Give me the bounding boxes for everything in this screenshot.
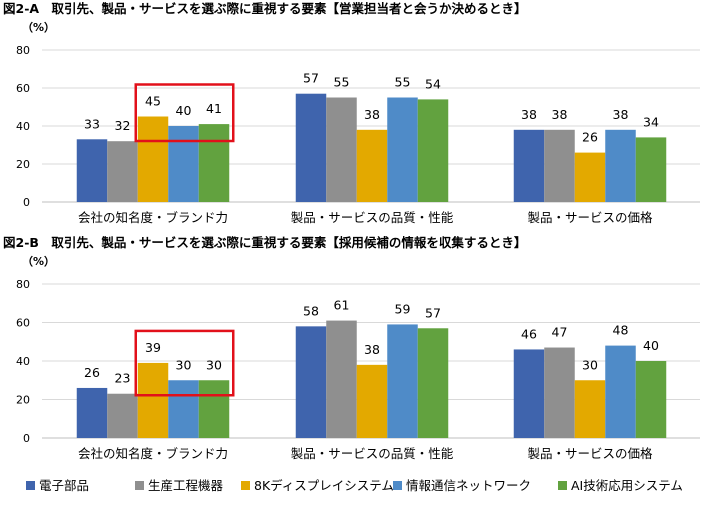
bar bbox=[417, 328, 449, 438]
data-label: 58 bbox=[303, 303, 319, 318]
data-label: 47 bbox=[552, 325, 568, 340]
data-label: 39 bbox=[145, 340, 161, 355]
data-label: 30 bbox=[206, 357, 222, 372]
bar bbox=[168, 380, 199, 438]
data-label: 40 bbox=[643, 338, 659, 353]
bar bbox=[198, 124, 230, 202]
bar bbox=[76, 387, 108, 438]
bar bbox=[513, 129, 545, 202]
bar bbox=[544, 129, 575, 202]
y-tick-label: 60 bbox=[16, 317, 30, 330]
chart-title: 図2-A 取引先、製品・サービスを選ぶ際に重視する要素【営業担当者と会うか決める… bbox=[3, 1, 527, 16]
bar bbox=[76, 139, 108, 202]
bar bbox=[635, 361, 667, 438]
bar bbox=[605, 129, 636, 202]
bar bbox=[635, 137, 667, 202]
legend-item: AI技術応用システム bbox=[571, 478, 683, 493]
bar bbox=[513, 349, 545, 438]
y-tick-label: 80 bbox=[16, 278, 30, 291]
data-label: 55 bbox=[334, 75, 350, 90]
x-category-label: 製品・サービスの価格 bbox=[527, 210, 653, 225]
bar bbox=[326, 320, 357, 438]
data-label: 33 bbox=[84, 116, 100, 131]
bar bbox=[198, 380, 230, 438]
legend-swatch bbox=[241, 481, 250, 490]
data-label: 34 bbox=[643, 114, 659, 129]
bar bbox=[107, 393, 138, 438]
data-label: 57 bbox=[425, 305, 441, 320]
chart-title: 図2-B 取引先、製品・サービスを選ぶ際に重視する要素【採用候補の情報を収集する… bbox=[3, 235, 526, 250]
x-category-label: 会社の知名度・ブランド力 bbox=[78, 210, 228, 225]
y-tick-label: 20 bbox=[16, 158, 30, 171]
data-label: 40 bbox=[176, 103, 192, 118]
highlight-box bbox=[134, 329, 235, 397]
data-label: 61 bbox=[334, 298, 350, 313]
y-tick-label: 60 bbox=[16, 82, 30, 95]
data-label: 38 bbox=[364, 342, 380, 357]
data-label: 41 bbox=[206, 101, 222, 116]
legend-item: 生産工程機器 bbox=[148, 478, 224, 493]
highlight-box bbox=[134, 83, 235, 143]
y-tick-label: 0 bbox=[23, 196, 30, 209]
legend-item: 電子部品 bbox=[39, 478, 89, 493]
data-label: 38 bbox=[613, 107, 629, 122]
data-label: 48 bbox=[613, 323, 629, 338]
y-unit-label: （%） bbox=[22, 21, 55, 34]
y-tick-label: 40 bbox=[16, 120, 30, 133]
legend-swatch bbox=[135, 481, 144, 490]
data-label: 32 bbox=[115, 118, 131, 133]
data-label: 26 bbox=[84, 365, 100, 380]
data-label: 54 bbox=[425, 76, 441, 91]
data-label: 57 bbox=[303, 71, 319, 86]
bar bbox=[295, 93, 327, 202]
x-category-label: 製品・サービスの品質・性能 bbox=[291, 446, 454, 461]
bar bbox=[356, 129, 388, 202]
y-tick-label: 40 bbox=[16, 355, 30, 368]
x-category-label: 製品・サービスの価格 bbox=[527, 446, 653, 461]
x-category-label: 製品・サービスの品質・性能 bbox=[291, 210, 454, 225]
data-label: 30 bbox=[176, 357, 192, 372]
data-label: 38 bbox=[552, 107, 568, 122]
data-label: 30 bbox=[582, 357, 598, 372]
y-tick-label: 80 bbox=[16, 44, 30, 57]
bar bbox=[574, 380, 606, 438]
y-tick-label: 0 bbox=[23, 432, 30, 445]
bar bbox=[326, 97, 357, 202]
bar bbox=[295, 326, 327, 438]
bar bbox=[605, 345, 636, 438]
bar bbox=[168, 126, 199, 202]
legend-item: 情報通信ネットワーク bbox=[406, 478, 531, 493]
data-label: 38 bbox=[364, 107, 380, 122]
legend-swatch bbox=[26, 481, 35, 490]
bar bbox=[356, 364, 388, 438]
bar bbox=[574, 152, 606, 202]
legend-swatch bbox=[558, 481, 567, 490]
data-label: 55 bbox=[395, 75, 411, 90]
x-category-label: 会社の知名度・ブランド力 bbox=[78, 446, 228, 461]
bar bbox=[107, 141, 138, 202]
data-label: 59 bbox=[395, 301, 411, 316]
bar bbox=[137, 116, 169, 202]
bar bbox=[137, 362, 169, 438]
data-label: 26 bbox=[582, 130, 598, 145]
data-label: 38 bbox=[521, 107, 537, 122]
y-tick-label: 20 bbox=[16, 394, 30, 407]
data-label: 45 bbox=[145, 94, 161, 109]
legend-swatch bbox=[393, 481, 402, 490]
bar bbox=[387, 97, 418, 202]
legend-item: 8Kディスプレイシステム bbox=[254, 478, 394, 493]
bar bbox=[387, 324, 418, 438]
data-label: 46 bbox=[521, 326, 537, 341]
bar bbox=[544, 347, 575, 438]
y-unit-label: （%） bbox=[22, 255, 55, 268]
data-label: 23 bbox=[115, 371, 131, 386]
bar bbox=[417, 99, 449, 202]
